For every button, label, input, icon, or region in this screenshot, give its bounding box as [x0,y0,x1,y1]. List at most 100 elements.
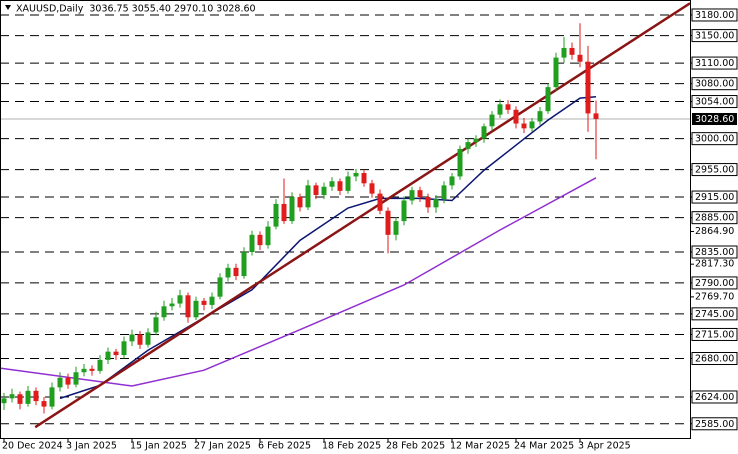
level-label-box [691,211,738,225]
level-label-box [691,276,738,290]
candle-body [25,390,31,404]
candle-body [377,193,383,211]
candle-body [505,104,511,110]
candle-body [353,173,359,177]
candle-body [161,306,167,318]
symbol-icon [5,5,11,10]
candle-body [145,332,151,345]
candle-body [345,176,351,191]
candle-body [369,183,375,194]
x-tick-label: 24 Mar 2025 [514,441,574,452]
level-label-box [691,417,738,431]
candle-body [497,104,503,115]
x-tick-label: 15 Jan 2025 [130,441,187,452]
candle-body [33,390,39,402]
candle-body [441,185,447,200]
candle-body [81,368,87,373]
candle-body [585,61,591,114]
candle-body [137,334,143,345]
level-label-box [691,77,738,91]
indicator-line [34,2,690,429]
level-label-box [691,29,738,43]
level-label: 2955.00 [695,165,734,176]
plot-area [0,2,690,429]
candle-body [113,351,119,356]
candle-body [169,303,175,307]
y-tick-label: 2864.90 [695,226,734,237]
candle-body [457,148,463,177]
candle-body [409,190,415,201]
candle-body [513,109,519,124]
candle-body [321,186,327,195]
x-tick-label: 3 Jan 2025 [66,441,117,452]
candle-body [329,181,335,187]
x-tick-label: 27 Jan 2025 [194,441,251,452]
candle-body [257,234,263,246]
level-label: 2585.00 [695,419,734,430]
y-tick-label: 2769.70 [695,291,734,302]
candle-body [57,377,63,388]
candle-body [249,234,255,253]
level-label-box [691,132,738,146]
x-tick-label: 20 Dec 2024 [2,441,63,452]
level-label: 2915.00 [695,192,734,203]
candle-body [425,197,431,208]
candle-body [1,398,7,404]
level-label: 3054.00 [695,97,734,108]
candle-body [489,114,495,127]
candle-body [393,221,399,235]
candle-body [361,173,367,184]
level-label: 2624.00 [695,392,734,403]
level-label-box [691,352,738,366]
candle-body [385,210,391,235]
candle-body [545,87,551,112]
candle-body [561,47,567,58]
last-price-label: 3028.60 [695,114,734,125]
candle-body [129,334,135,342]
level-label-box [691,307,738,321]
candle-body [105,351,111,360]
candle-body [401,200,407,222]
level-label-box [691,190,738,204]
candle-body [17,394,23,404]
candle-body [337,181,343,191]
candle-body [209,296,215,305]
candle-body [225,267,231,278]
candle-body [241,252,247,277]
level-label: 2885.00 [695,213,734,224]
candle-body [593,113,599,119]
candle-body [265,226,271,246]
candle-body [217,277,223,297]
candle-body [185,295,191,318]
level-label-box [691,327,738,341]
candle-body [417,190,423,198]
x-tick-label: 18 Feb 2025 [322,441,381,452]
y-tick-label: 2817.30 [695,259,734,270]
candle-body [553,57,559,88]
candle-body [537,111,543,122]
level-label: 3110.00 [695,58,734,69]
plot-frame [0,0,691,439]
candle-body [473,138,479,143]
candle-body [153,317,159,333]
candle-body [465,142,471,149]
candle-body [273,203,279,227]
level-label: 3000.00 [695,134,734,145]
last-price-box [692,112,737,125]
candle-body [89,368,95,371]
level-label-box [691,8,738,22]
candle-body [65,377,71,385]
candle-body [73,372,79,385]
candle-body [9,394,15,399]
level-label: 3180.00 [695,10,734,21]
candle-body [281,203,287,222]
candle-body [297,197,303,208]
candle-body [121,341,127,356]
chart-title: XAUUSD,Daily 3036.75 3055.40 2970.10 302… [16,4,256,15]
level-label-box [691,95,738,109]
candle-body [449,176,455,186]
candle-body [529,121,535,129]
level-label: 2680.00 [695,354,734,365]
